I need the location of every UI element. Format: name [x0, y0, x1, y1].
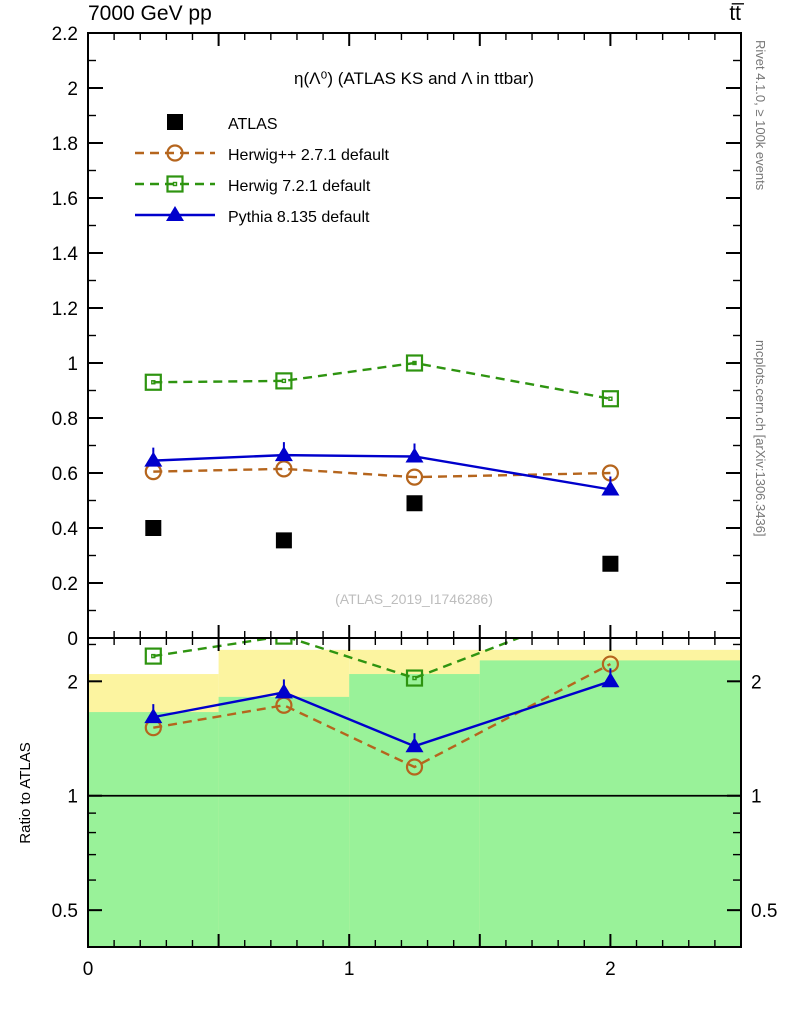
- rivet-version-label: Rivet 4.1.0, ≥ 100k events: [753, 40, 768, 191]
- main-panel: 0 0.2 0.4 0.6 0.8 1 1.2 1.4 1.6 1.8 2 2.2 η(Λ⁰) (AT…: [52, 24, 742, 650]
- legend-label: Herwig 7.2.1 default: [228, 178, 371, 195]
- legend-entry-1: Herwig++ 2.7.1 default: [135, 144, 390, 164]
- main-y-tick-label: 2.2: [52, 24, 78, 45]
- ratio-y-tick-label-right: 1: [751, 787, 762, 808]
- band-green: [218, 696, 350, 947]
- main-y-tick-label: 2: [67, 79, 78, 100]
- ratio-axis-ticks: [87, 638, 742, 948]
- legend-entry-0: ATLAS: [167, 114, 278, 133]
- ratio-uncertainty-bands: [88, 649, 741, 947]
- main-y-tick-label: 1.2: [52, 299, 78, 320]
- legend-entry-2: Herwig 7.2.1 default: [135, 175, 371, 195]
- ratio-y-tick-label: 2: [67, 672, 78, 693]
- main-y-tick-labels: 0 0.2 0.4 0.6 0.8 1 1.2 1.4 1.6 1.8 2 2.2: [52, 24, 79, 650]
- main-y-tick-label: 1.6: [52, 189, 78, 210]
- ratio-y-tick-label-right: 0.5: [751, 901, 777, 922]
- source-url-label: mcplots.cern.ch [arXiv:1306.3436]: [753, 340, 768, 537]
- band-green: [479, 660, 741, 947]
- ratio-y-tick-label-right: 2: [751, 672, 762, 693]
- ratio-axis-frame: [87, 637, 742, 948]
- main-y-tick-label: 0.8: [52, 409, 78, 430]
- main-y-tick-label: 1.8: [52, 134, 78, 155]
- ratio-series-2: [144, 668, 620, 753]
- analysis-watermark: (ATLAS_2019_I1746286): [335, 591, 493, 607]
- legend-label: Herwig++ 2.7.1 default: [228, 147, 390, 164]
- x-tick-labels: 0 1 2: [83, 959, 616, 980]
- band-green: [88, 712, 219, 947]
- beam-energy-label: 7000 GeV pp: [88, 2, 212, 25]
- main-y-tick-label: 1.4: [52, 244, 79, 265]
- main-y-tick-label: 0.6: [52, 464, 78, 485]
- main-y-tick-label: 0.4: [52, 519, 79, 540]
- legend: ATLAS Herwig++ 2.7.1 default Herwig 7.2.1 …: [135, 114, 390, 226]
- series-0: [145, 495, 619, 572]
- main-y-tick-label: 0.2: [52, 574, 78, 595]
- legend-label: Pythia 8.135 default: [228, 209, 370, 226]
- series-3: [144, 442, 620, 496]
- main-y-tick-label: 0: [67, 629, 78, 650]
- x-tick-label: 0: [83, 959, 94, 980]
- series-2: [144, 354, 620, 408]
- main-series-group: [144, 354, 620, 572]
- legend-label: ATLAS: [228, 116, 278, 133]
- process-label: tt̅: [729, 2, 741, 25]
- ratio-y-tick-label: 1: [67, 787, 78, 808]
- legend-entry-3: Pythia 8.135 default: [135, 206, 370, 226]
- ratio-y-tick-label: 0.5: [52, 901, 78, 922]
- ratio-y-tick-labels: 0.5 0.5 1 1 2 2: [52, 672, 778, 922]
- ratio-y-axis-label: Ratio to ATLAS: [17, 742, 34, 843]
- main-plot-area: [88, 33, 741, 638]
- x-tick-label: 1: [344, 959, 355, 980]
- main-y-tick-label: 1: [67, 354, 78, 375]
- band-green: [349, 674, 480, 947]
- ratio-panel: 0.5 0.5 1 1 2 2 0 1 2 Ratio to ATLAS: [17, 637, 778, 980]
- x-tick-label: 2: [605, 959, 616, 980]
- ratio-series-group: [88, 638, 741, 797]
- plot-title: η(Λ⁰) (ATLAS KS and Λ in ttbar): [294, 69, 534, 88]
